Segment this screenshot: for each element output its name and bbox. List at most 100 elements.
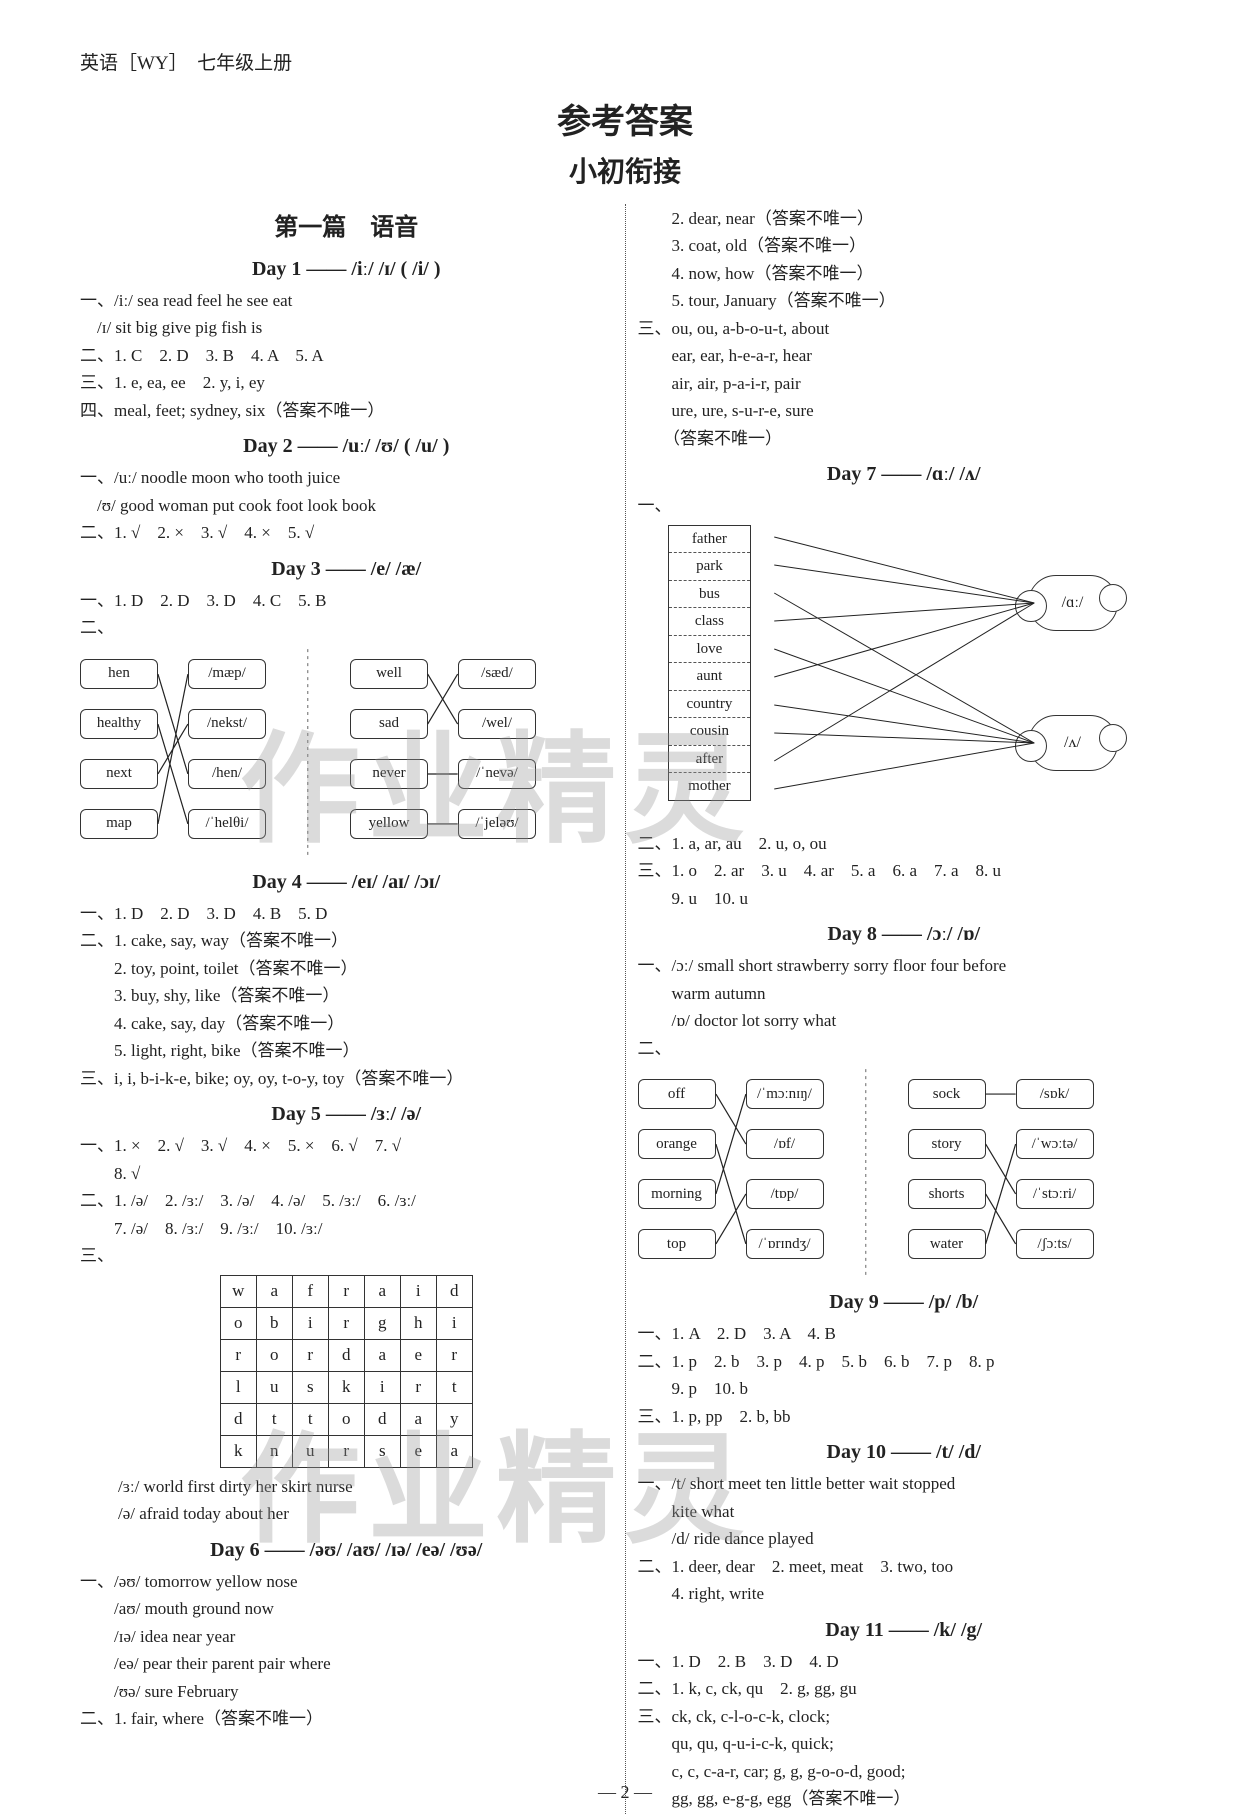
grid-cell: o — [328, 1403, 364, 1435]
match-box: water — [908, 1229, 986, 1259]
phoneme-cloud: /ɑː/ — [1028, 575, 1118, 631]
text-line: 二、1. fair, where（答案不唯一） — [80, 1706, 613, 1732]
text-line: 一、1. A 2. D 3. A 4. B — [638, 1321, 1171, 1347]
phoneme-cloud: /ʌ/ — [1028, 715, 1118, 771]
text-line: 9. p 10. b — [638, 1376, 1171, 1402]
text-line: 4. right, write — [638, 1581, 1171, 1607]
text-line: /ɪ/ sit big give pig fish is — [80, 315, 613, 341]
text-line: /ɒ/ doctor lot sorry what — [638, 1008, 1171, 1034]
text-line: 四、meal, feet; sydney, six（答案不唯一） — [80, 398, 613, 424]
grid-cell: u — [292, 1435, 328, 1467]
text-line: 二、1. √ 2. × 3. √ 4. × 5. √ — [80, 520, 613, 546]
day4-title: Day 4 —— /eɪ/ /aɪ/ /ɔɪ/ — [80, 867, 613, 897]
grid-cell: r — [220, 1339, 256, 1371]
match-column: /sɒk//ˈwɔːtə//ˈstɔːri//ʃɔːts/ — [1016, 1069, 1094, 1279]
match-box: /sɒk/ — [1016, 1079, 1094, 1109]
text-line: warm autumn — [638, 981, 1171, 1007]
grid-cell: y — [436, 1403, 472, 1435]
grid-cell: t — [436, 1371, 472, 1403]
match-box: yellow — [350, 809, 428, 839]
grid-cell: i — [400, 1275, 436, 1307]
day9-title: Day 9 —— /p/ /b/ — [638, 1287, 1171, 1317]
match-box: hen — [80, 659, 158, 689]
right-column: 2. dear, near（答案不唯一） 3. coat, old（答案不唯一）… — [638, 204, 1171, 1814]
text-line: kite what — [638, 1499, 1171, 1525]
day5-title: Day 5 —— /ɜː/ /ə/ — [80, 1099, 613, 1129]
grid-cell: t — [256, 1403, 292, 1435]
grid-cell: r — [400, 1371, 436, 1403]
match-box: /wel/ — [458, 709, 536, 739]
grid-cell: i — [436, 1307, 472, 1339]
text-line: 三、1. p, pp 2. b, bb — [638, 1404, 1171, 1430]
text-line: 7. /ə/ 8. /ɜː/ 9. /ɜː/ 10. /ɜː/ — [80, 1216, 613, 1242]
text-line: 一、/əʊ/ tomorrow yellow nose — [80, 1569, 613, 1595]
match-column: sockstoryshortswater — [908, 1069, 986, 1279]
match-box: /ˈwɔːtə/ — [1016, 1129, 1094, 1159]
grid-cell: a — [436, 1435, 472, 1467]
match-box: /hen/ — [188, 759, 266, 789]
match-column: henhealthynextmap — [80, 649, 158, 859]
day7-word: love — [669, 636, 751, 664]
match-column: /mæp//nekst//hen//ˈhelθi/ — [188, 649, 266, 859]
day7-word: country — [669, 691, 751, 719]
day3-match-diagram: henhealthynextmap/mæp//nekst//hen//ˈhelθ… — [80, 649, 613, 859]
grid-cell: l — [220, 1371, 256, 1403]
match-box: sock — [908, 1079, 986, 1109]
text-line: 二、 — [80, 615, 613, 641]
text-line: 三、1. o 2. ar 3. u 4. ar 5. a 6. a 7. a 8… — [638, 858, 1171, 884]
match-box: top — [638, 1229, 716, 1259]
match-box: sad — [350, 709, 428, 739]
text-line: 2. toy, point, toilet（答案不唯一） — [80, 956, 613, 982]
text-line: 9. u 10. u — [638, 886, 1171, 912]
main-title: 参考答案 — [80, 97, 1170, 148]
text-line: 三、1. e, ea, ee 2. y, i, ey — [80, 370, 613, 396]
text-line: 8. √ — [80, 1161, 613, 1187]
day7-word: class — [669, 608, 751, 636]
text-line: 二、1. k, c, ck, qu 2. g, gg, gu — [638, 1676, 1171, 1702]
grid-cell: f — [292, 1275, 328, 1307]
grid-cell: d — [328, 1339, 364, 1371]
text-line: 2. dear, near（答案不唯一） — [638, 206, 1171, 232]
grid-cell: a — [256, 1275, 292, 1307]
grid-cell: h — [400, 1307, 436, 1339]
match-box: /ˈɒrɪndʒ/ — [746, 1229, 824, 1259]
text-line: /ʊ/ good woman put cook foot look book — [80, 493, 613, 519]
grid-cell: d — [436, 1275, 472, 1307]
text-line: 一、1. D 2. D 3. D 4. C 5. B — [80, 588, 613, 614]
text-line: 一、/uː/ noodle moon who tooth juice — [80, 465, 613, 491]
text-line: 5. tour, January（答案不唯一） — [638, 288, 1171, 314]
text-line: 一、 — [638, 493, 1171, 519]
grid-cell: a — [400, 1403, 436, 1435]
text-line: 二、1. /ə/ 2. /ɜː/ 3. /ə/ 4. /ə/ 5. /ɜː/ 6… — [80, 1188, 613, 1214]
text-line: 一、/t/ short meet ten little better wait … — [638, 1471, 1171, 1497]
match-box: off — [638, 1079, 716, 1109]
grid-cell: w — [220, 1275, 256, 1307]
page-header: 英语［WY］ 七年级上册 — [80, 50, 1170, 79]
match-column: wellsadneveryellow — [350, 649, 428, 859]
grid-cell: g — [364, 1307, 400, 1339]
text-line: /ʊə/ sure February — [80, 1679, 613, 1705]
text-line: 一、/ɔː/ small short strawberry sorry floo… — [638, 953, 1171, 979]
match-box: /tɒp/ — [746, 1179, 824, 1209]
match-box: /mæp/ — [188, 659, 266, 689]
content-columns: 第一篇 语音 Day 1 —— /iː/ /ɪ/ ( /i/ ) 一、/iː/ … — [80, 204, 1170, 1814]
text-line: 一、/iː/ sea read feel he see eat — [80, 288, 613, 314]
grid-cell: r — [328, 1275, 364, 1307]
day7-word: park — [669, 553, 751, 581]
match-box: /ˈmɔːnɪŋ/ — [746, 1079, 824, 1109]
grid-cell: r — [328, 1435, 364, 1467]
grid-cell: s — [292, 1371, 328, 1403]
match-box: never — [350, 759, 428, 789]
text-line: 三、ou, ou, a-b-o-u-t, about — [638, 316, 1171, 342]
grid-cell: d — [220, 1403, 256, 1435]
text-line: 一、1. D 2. B 3. D 4. D — [638, 1649, 1171, 1675]
match-column: offorangemorningtop — [638, 1069, 716, 1279]
day3-title: Day 3 —— /e/ /æ/ — [80, 554, 613, 584]
match-box: orange — [638, 1129, 716, 1159]
section-title: 第一篇 语音 — [80, 210, 613, 246]
text-line: air, air, p-a-i-r, pair — [638, 371, 1171, 397]
grid-cell: r — [292, 1339, 328, 1371]
text-line: 二、1. a, ar, au 2. u, o, ou — [638, 831, 1171, 857]
day7-word: cousin — [669, 718, 751, 746]
text-line: /aʊ/ mouth ground now — [80, 1596, 613, 1622]
